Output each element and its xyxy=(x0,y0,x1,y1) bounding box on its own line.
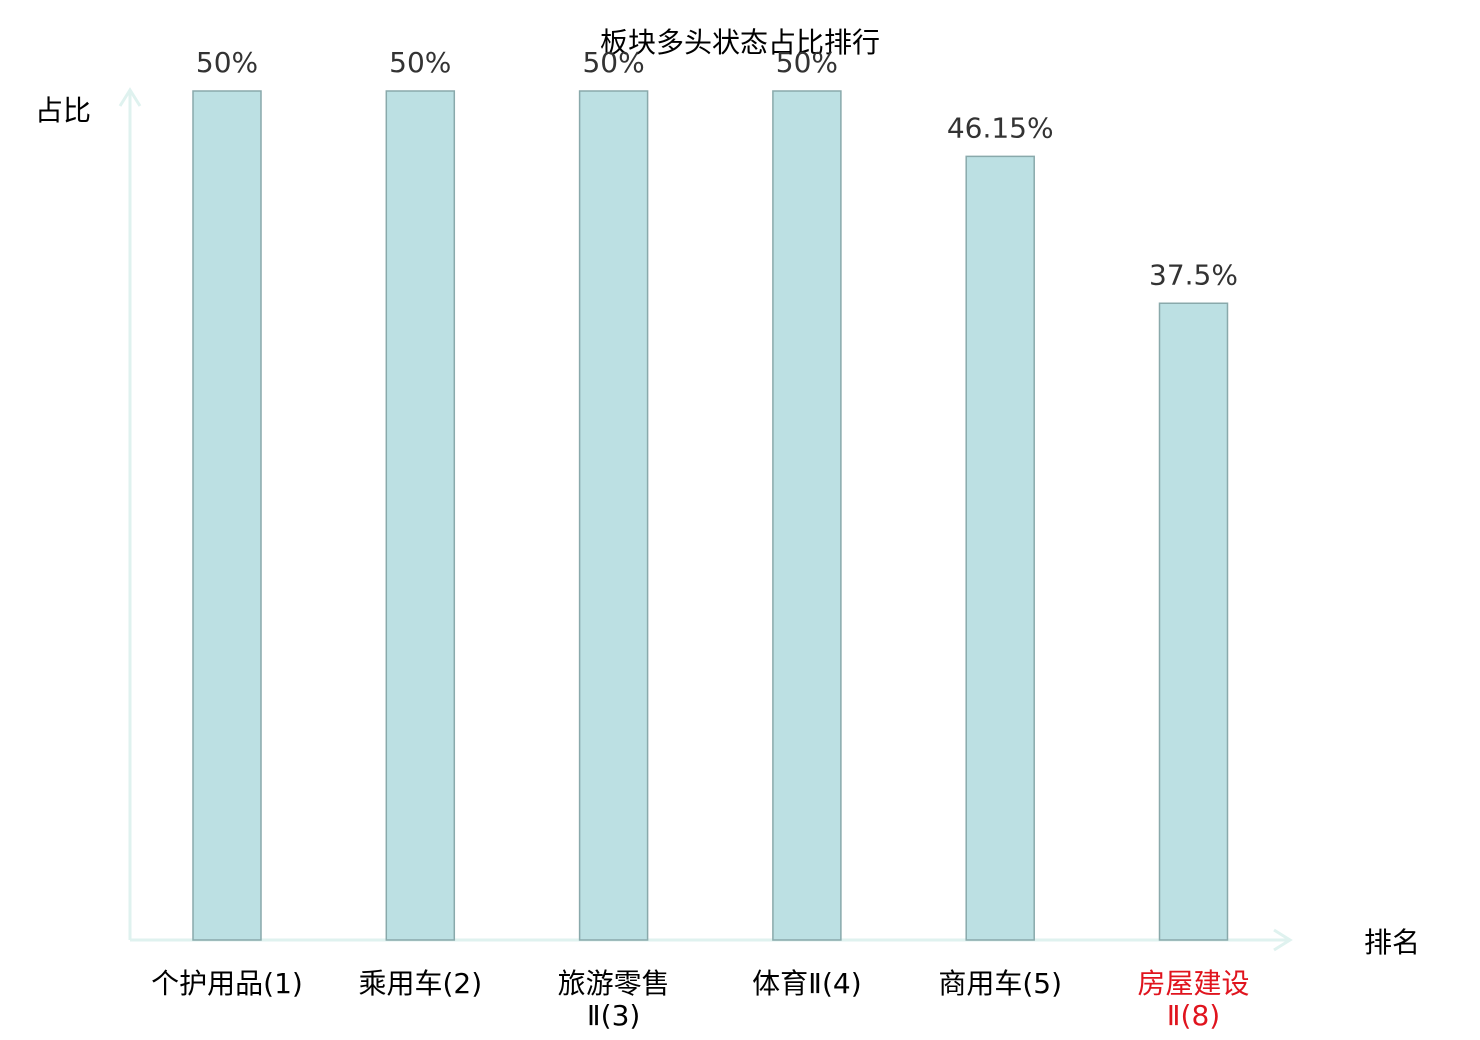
category-label-line: 体育Ⅱ(4) xyxy=(752,967,861,1000)
y-axis-label: 占比 xyxy=(35,94,91,127)
category-labels-group: 个护用品(1) 乘用车(2) 旅游零售 Ⅱ(3) 体育Ⅱ(4) 商用车(5) 房屋建设 Ⅱ(8… xyxy=(151,967,1249,1032)
category-label-line: Ⅱ(3) xyxy=(587,999,640,1032)
category-label-line: 个护用品(1) xyxy=(151,967,303,1000)
category-label-1: 个护用品(1) xyxy=(151,967,303,1000)
chart-title: 板块多头状态占比排行 xyxy=(600,26,880,59)
bar-6 xyxy=(1158,302,1229,941)
value-label-5: 46.15% xyxy=(947,111,1054,144)
bar-2 xyxy=(385,90,456,941)
category-label-5: 商用车(5) xyxy=(938,967,1062,1000)
axes xyxy=(118,87,1293,952)
bar-4 xyxy=(772,90,842,941)
value-label-3: 50% xyxy=(582,46,644,79)
value-label-6: 37.5% xyxy=(1149,258,1238,291)
x-axis-label: 排名 xyxy=(1364,926,1420,959)
category-label-4: 体育Ⅱ(4) xyxy=(752,967,861,1000)
category-label-line: 房屋建设 xyxy=(1137,967,1249,1000)
category-label-6: 房屋建设 Ⅱ(8) xyxy=(1137,967,1249,1032)
bars-group xyxy=(192,90,1229,941)
category-label-3: 旅游零售 Ⅱ(3) xyxy=(558,967,670,1032)
value-labels-group: 50% 50% 50% 50% 46.15% 37.5% xyxy=(196,46,1238,291)
value-label-2: 50% xyxy=(389,46,451,79)
category-label-line: 旅游零售 xyxy=(558,967,670,1000)
x-axis-arrow xyxy=(1273,928,1293,952)
category-label-line: Ⅱ(8) xyxy=(1167,999,1220,1032)
bar-3 xyxy=(578,90,649,941)
value-label-1: 50% xyxy=(196,46,258,79)
category-label-line: 乘用车(2) xyxy=(358,967,482,1000)
bar-1 xyxy=(192,90,262,941)
y-axis-arrow xyxy=(118,87,142,107)
value-label-4: 50% xyxy=(776,46,838,79)
bar-5 xyxy=(965,155,1035,941)
category-label-line: 商用车(5) xyxy=(938,967,1062,1000)
category-label-2: 乘用车(2) xyxy=(358,967,482,1000)
